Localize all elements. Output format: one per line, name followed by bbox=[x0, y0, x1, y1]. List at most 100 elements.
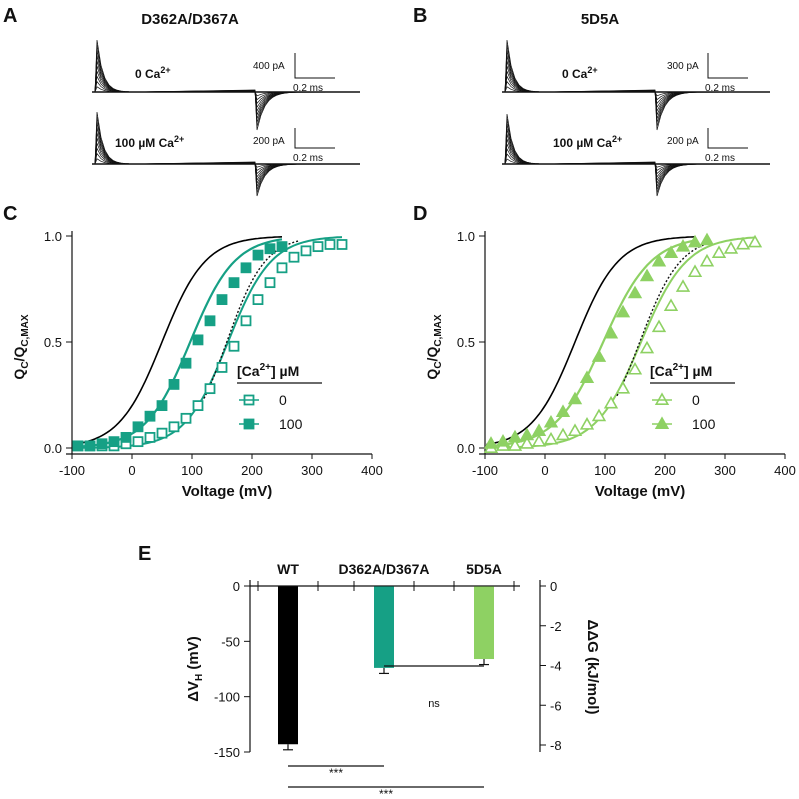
series-1-point bbox=[555, 404, 571, 417]
e-category-0: WT bbox=[277, 561, 299, 577]
y-tick-label: 0.0 bbox=[457, 441, 475, 456]
series-0-point bbox=[180, 412, 192, 424]
series-0-point bbox=[627, 361, 643, 375]
series-0-point bbox=[531, 434, 547, 447]
series-0-point bbox=[723, 241, 739, 254]
e-category-1: D362A/D367A bbox=[338, 561, 429, 577]
series-1-point bbox=[108, 436, 120, 448]
panel-a-bottom-scale: 200 pA bbox=[253, 136, 285, 147]
x-tick-label: 300 bbox=[301, 463, 323, 478]
panel-letter-a: A bbox=[3, 5, 17, 27]
x-tick-label: 0 bbox=[128, 463, 135, 478]
series-0-point bbox=[240, 315, 252, 327]
e-right-tick-label: -2 bbox=[550, 619, 562, 634]
current-traces bbox=[92, 39, 771, 197]
series-0-point bbox=[336, 239, 348, 250]
x-tick-label: 200 bbox=[241, 463, 263, 478]
series-0-point bbox=[591, 408, 607, 422]
panel-a-top-time: 0.2 ms bbox=[293, 83, 323, 94]
panel-a-bottom-label: 100 µM Ca2+ bbox=[115, 134, 184, 150]
series-1-point bbox=[627, 285, 643, 299]
series-1-point bbox=[663, 245, 679, 258]
legend-label-0: 0 bbox=[692, 392, 700, 408]
panel-b-top-scale: 300 pA bbox=[667, 61, 699, 72]
e-right-axis-label: ΔΔG (kJ/mol) bbox=[584, 620, 601, 715]
series-0-point bbox=[747, 234, 763, 248]
panel-a-top-label: 0 Ca2+ bbox=[135, 65, 171, 81]
series-0-point bbox=[699, 253, 715, 267]
e-right-tick-label: -4 bbox=[550, 659, 562, 674]
series-1-point bbox=[132, 421, 144, 433]
series-0-point bbox=[168, 421, 180, 433]
series-1-point bbox=[180, 357, 192, 369]
series-0-point bbox=[555, 427, 571, 441]
y-tick-label: 0.5 bbox=[457, 335, 475, 350]
panel-b-bottom-scalebar bbox=[707, 128, 748, 149]
series-0-point bbox=[300, 245, 312, 257]
y-tick-label: 1.0 bbox=[44, 229, 62, 244]
series-1-point bbox=[675, 238, 691, 252]
e-right-tick-label: -8 bbox=[550, 738, 562, 753]
e-sig-ns: ns bbox=[428, 698, 440, 710]
series-1-point bbox=[204, 315, 216, 327]
y-tick-label: 1.0 bbox=[457, 229, 475, 244]
series-1-point bbox=[168, 378, 180, 390]
series-0-point bbox=[204, 383, 216, 395]
panel-letter-e: E bbox=[138, 543, 151, 565]
series-0-point bbox=[711, 245, 727, 258]
series-1-point bbox=[615, 304, 631, 318]
series-1-point bbox=[687, 234, 703, 248]
series-0-point bbox=[144, 431, 156, 443]
chart-d: -100 0 100 200 300 400 0.0 0.5 1.0 Voltage (mV) QC… bbox=[424, 229, 796, 500]
e-bar-2 bbox=[474, 586, 494, 660]
series-1-point bbox=[591, 349, 607, 362]
x-tick-label: 400 bbox=[774, 463, 796, 478]
x-tick-label: 400 bbox=[361, 463, 383, 478]
e-left-axis-label: ΔVH (mV) bbox=[185, 636, 205, 702]
series-1-point bbox=[156, 400, 168, 412]
panel-a-top-scale: 400 pA bbox=[253, 61, 285, 72]
panel-a-title: D362A/D367A bbox=[141, 11, 239, 28]
series-1-point bbox=[84, 440, 96, 452]
b-top-trace bbox=[502, 39, 771, 131]
series-1-point bbox=[96, 438, 108, 450]
series-1-point bbox=[699, 232, 715, 246]
series-0-point bbox=[687, 264, 703, 278]
panel-b-bottom-label: 100 µM Ca2+ bbox=[553, 134, 622, 150]
series-1-point bbox=[651, 253, 667, 267]
e-sig-2: *** bbox=[379, 787, 393, 799]
e-bar-1 bbox=[374, 586, 394, 668]
x-axis-label: Voltage (mV) bbox=[595, 483, 686, 500]
series-1-point bbox=[216, 294, 228, 306]
series-1-point bbox=[252, 249, 264, 261]
panel-b-bottom-scale: 200 pA bbox=[667, 136, 699, 147]
panel-a-bottom-scalebar bbox=[294, 128, 335, 149]
panel-b-bottom-time: 0.2 ms bbox=[705, 153, 735, 164]
fit-100-curve bbox=[490, 239, 696, 448]
series-0-point bbox=[276, 262, 288, 274]
series-1-point bbox=[264, 243, 276, 255]
series-1-point bbox=[507, 429, 523, 443]
series-1-point bbox=[228, 277, 240, 289]
series-0-point bbox=[639, 340, 655, 354]
series-0-point bbox=[216, 362, 228, 373]
e-right-tick-label: -6 bbox=[550, 698, 562, 713]
x-tick-label: -100 bbox=[472, 463, 498, 478]
series-1-point bbox=[639, 268, 655, 282]
series-0-point bbox=[288, 251, 300, 263]
series-0-point bbox=[663, 298, 679, 311]
e-left-tick-label: -50 bbox=[221, 634, 240, 649]
x-tick-label: 300 bbox=[714, 463, 736, 478]
series-1-point bbox=[120, 431, 132, 443]
series-0-point bbox=[192, 400, 204, 412]
series-0-point bbox=[132, 436, 144, 448]
legend-title: [Ca2+] µM bbox=[650, 362, 712, 379]
e-left-tick-label: -100 bbox=[214, 690, 240, 705]
series-0-point bbox=[567, 423, 583, 437]
series-1-point bbox=[543, 414, 559, 428]
chart-c: -100 0 100 200 300 400 0.0 0.5 1.0 Voltage (mV) QC… bbox=[11, 229, 383, 500]
series-0-point bbox=[543, 431, 559, 445]
wt-fit-curve bbox=[73, 236, 283, 446]
e-bar-0 bbox=[278, 586, 298, 745]
